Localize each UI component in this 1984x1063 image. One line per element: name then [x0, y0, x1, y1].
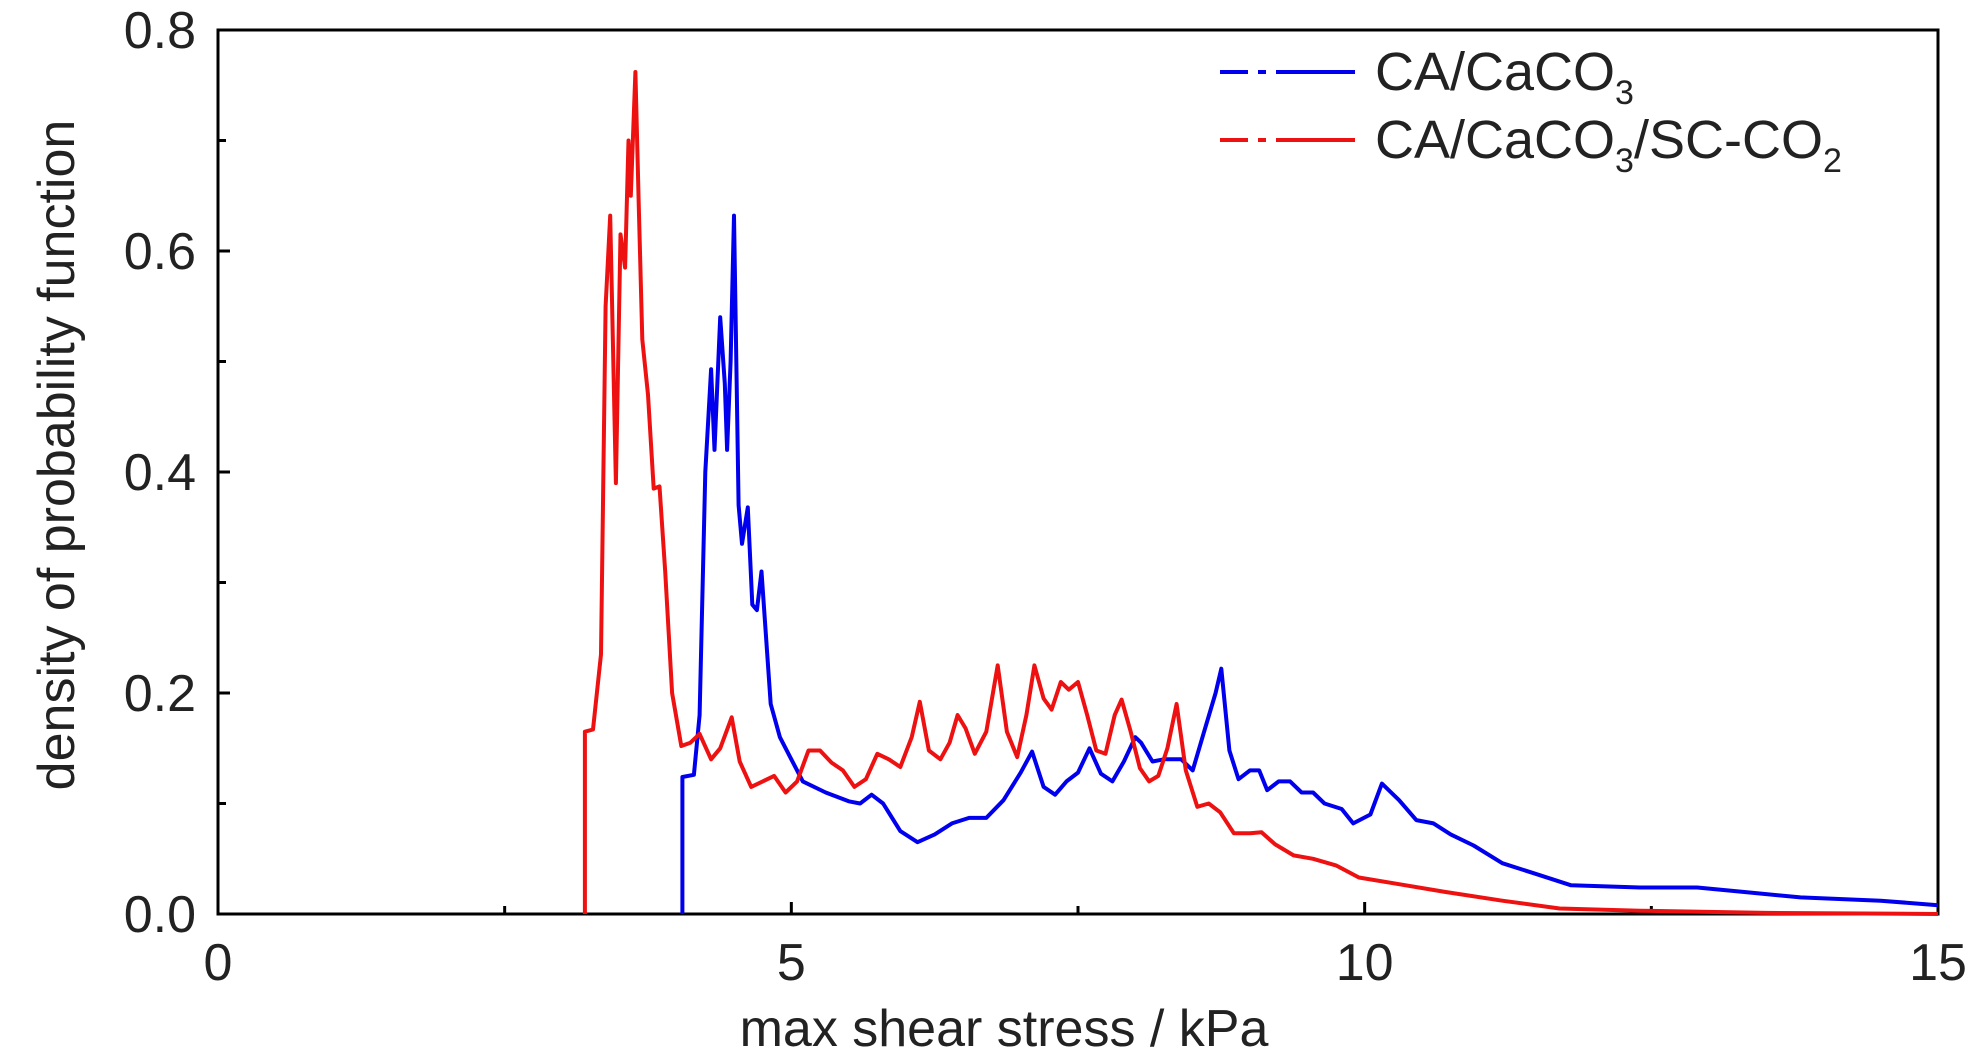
x-tick-label: 5 — [777, 934, 806, 992]
major-ticks — [216, 28, 1940, 916]
x-tick-label: 0 — [204, 934, 233, 992]
legend-label-tail: /SC-CO — [1634, 110, 1823, 170]
y-tick-label: 0.8 — [124, 2, 196, 60]
x-tick-label: 10 — [1336, 934, 1394, 992]
series-line-2 — [582, 70, 1939, 916]
y-tick-labels: 0.0 0.2 0.4 0.6 0.8 — [124, 2, 196, 944]
y-tick-label: 0.0 — [124, 886, 196, 944]
legend-label-main: CA/CaCO — [1375, 42, 1615, 102]
x-tick-label: 15 — [1909, 934, 1967, 992]
series-lines — [582, 70, 1939, 916]
y-tick-label: 0.2 — [124, 665, 196, 723]
y-tick-label: 0.6 — [124, 223, 196, 281]
legend-label-main: CA/CaCO — [1375, 110, 1615, 170]
x-axis-label: max shear stress / kPa — [740, 1000, 1269, 1058]
legend-label-subscript: 3 — [1615, 74, 1634, 112]
legend-label-1: CA/CaCO3 — [1375, 42, 1634, 112]
x-tick-labels: 0 5 10 15 — [204, 934, 1967, 992]
legend-label-subscript-2: 2 — [1823, 142, 1842, 180]
y-tick-label: 0.4 — [124, 444, 196, 502]
legend-label-2: CA/CaCO3/SC-CO2 — [1375, 110, 1842, 180]
y-axis-label: density of probability function — [28, 120, 86, 791]
legend-label-subscript: 3 — [1615, 142, 1634, 180]
minor-ticks — [218, 139, 1653, 914]
series-line-1 — [680, 213, 1939, 914]
